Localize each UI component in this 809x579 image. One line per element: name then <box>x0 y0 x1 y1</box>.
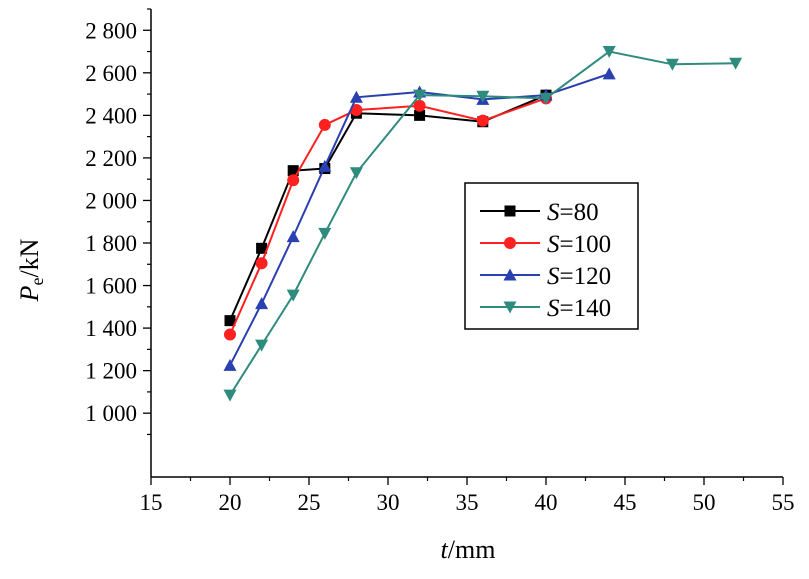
legend-label: S=120 <box>547 263 611 290</box>
legend-box <box>464 182 639 330</box>
x-axis-title-unit: /mm <box>448 535 496 564</box>
data-point <box>602 46 616 59</box>
y-tick-label: 2 400 <box>85 103 137 128</box>
data-point <box>224 328 236 341</box>
data-point <box>255 257 268 270</box>
y-tick-label: 1 600 <box>85 274 137 299</box>
x-tick-label: 20 <box>219 490 242 515</box>
series-line <box>229 94 547 322</box>
data-point <box>539 92 553 105</box>
data-point <box>476 114 489 127</box>
data-point <box>287 165 299 177</box>
x-tick-label: 15 <box>140 490 163 515</box>
data-point <box>223 358 237 371</box>
data-point <box>414 109 426 121</box>
axes: 15 20 25 30 35 40 45 50 55 1 000 1 200 1 400 1 600 1 … <box>85 8 795 515</box>
legend-item: S=80 <box>480 199 599 226</box>
y-tick-label: 2 000 <box>85 188 137 213</box>
data-point <box>350 104 363 117</box>
data-point <box>255 339 269 352</box>
data-point <box>223 389 237 402</box>
data-point <box>256 242 268 254</box>
data-point <box>224 315 236 327</box>
x-tick-label: 40 <box>535 490 558 515</box>
legend-item: S=120 <box>480 263 611 290</box>
y-axis-title: Pe/kN <box>15 238 47 302</box>
y-tick-label: 1 000 <box>85 401 137 426</box>
data-point <box>255 297 269 310</box>
data-point <box>413 89 427 102</box>
data-point <box>729 57 743 70</box>
data-point <box>287 174 300 187</box>
data-point <box>349 90 363 103</box>
series-s-140 <box>223 46 743 402</box>
data-point <box>602 67 616 80</box>
y-tick-label: 2 800 <box>85 18 137 43</box>
y-axis-title-subscript: e <box>27 278 47 286</box>
x-tick-label: 50 <box>693 490 716 515</box>
x-axis-title-symbol: t <box>441 535 449 564</box>
legend-item: S=140 <box>480 295 611 322</box>
series-layer <box>223 46 743 402</box>
x-tick-label: 35 <box>456 490 479 515</box>
x-tick-label: 55 <box>772 490 795 515</box>
legend: S=80 S=100 S=120 S=140 <box>464 182 639 330</box>
legend-marker <box>503 268 517 281</box>
legend-marker <box>504 205 516 217</box>
data-point <box>318 118 331 131</box>
y-tick-label: 1 800 <box>85 231 137 256</box>
legend-marker <box>504 237 516 249</box>
y-axis-title-symbol: P <box>15 285 44 302</box>
y-tick-label: 1 200 <box>85 359 137 384</box>
data-point <box>318 159 332 172</box>
series-line <box>229 97 547 335</box>
legend-marker <box>503 301 517 314</box>
legend-label: S=140 <box>547 295 611 322</box>
data-point <box>349 167 363 180</box>
data-point <box>286 289 300 302</box>
y-tick-label: 2 200 <box>85 146 137 171</box>
x-tick-label: 45 <box>614 490 637 515</box>
y-axis-title-unit: /kN <box>15 238 44 277</box>
legend-label: S=100 <box>547 231 611 258</box>
data-point <box>286 230 300 243</box>
x-axis-title: t/mm <box>441 535 496 564</box>
legend-label: S=80 <box>547 199 599 226</box>
series-s-100 <box>224 92 552 341</box>
data-point <box>665 58 679 71</box>
legend-item: S=100 <box>480 231 611 258</box>
x-tick-label: 25 <box>298 490 321 515</box>
data-point <box>476 90 490 103</box>
y-tick-label: 1 400 <box>85 316 137 341</box>
data-point <box>413 99 426 112</box>
y-tick-label: 2 600 <box>85 61 137 86</box>
data-point <box>318 227 332 240</box>
x-tick-label: 30 <box>377 490 400 515</box>
